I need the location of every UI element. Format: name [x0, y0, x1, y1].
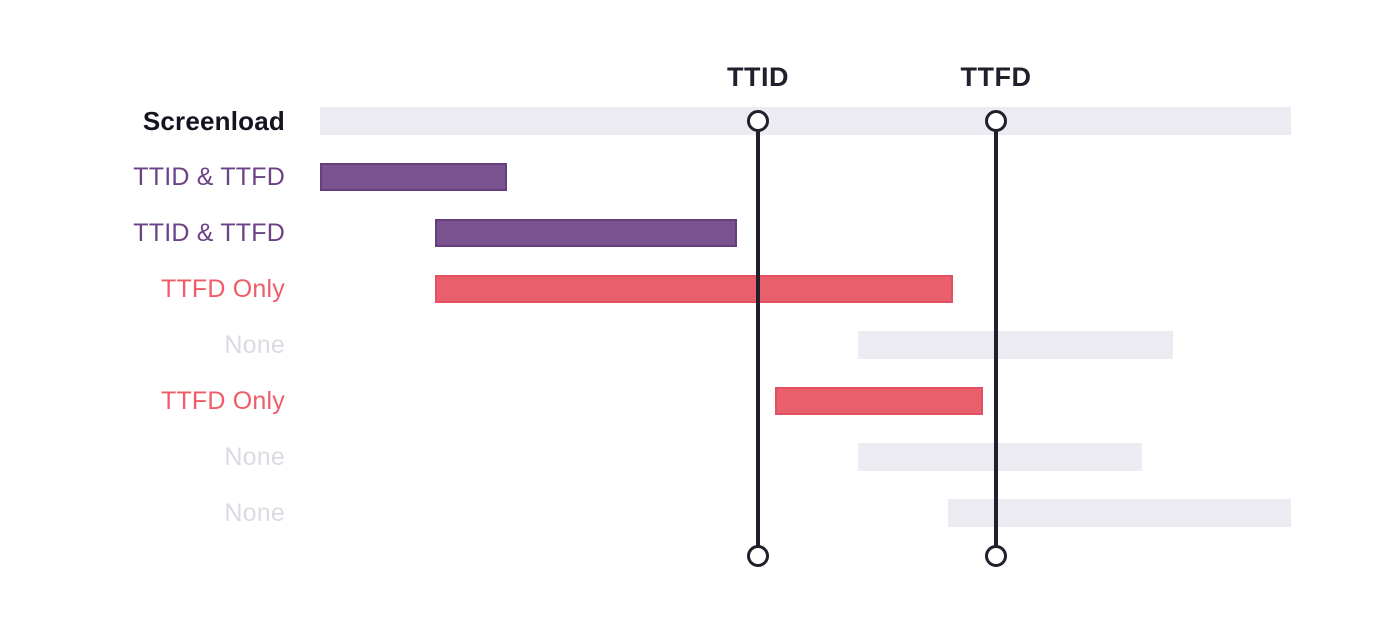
row-label-none: None: [224, 331, 285, 359]
timeline-bar-none: [858, 443, 1142, 471]
row-label-ttid_ttfd: TTID & TTFD: [133, 219, 285, 247]
marker-label-ttfd: TTFD: [960, 62, 1032, 92]
marker-circle-top-ttfd: [985, 110, 1007, 132]
marker-label-ttid: TTID: [727, 62, 789, 92]
marker-circle-bottom-ttid: [747, 545, 769, 567]
row-label-ttfd_only: TTFD Only: [160, 275, 285, 303]
row-label-none: None: [224, 499, 285, 527]
timeline-bar-none: [948, 499, 1291, 527]
row-label-ttid_ttfd: TTID & TTFD: [133, 163, 285, 191]
timeline-bar-ttfd_only: [775, 387, 983, 415]
marker-line-ttfd: [994, 121, 998, 556]
timeline-bar-none: [858, 331, 1173, 359]
row-label-none: None: [224, 443, 285, 471]
timeline-bar-ttid_ttfd: [320, 163, 507, 191]
marker-line-ttid: [756, 121, 760, 556]
row-label-screenload: Screenload: [142, 106, 285, 136]
timeline-bar-screenload: [320, 107, 1291, 135]
row-label-ttfd_only: TTFD Only: [160, 387, 285, 415]
marker-circle-top-ttid: [747, 110, 769, 132]
timeline-bar-ttid_ttfd: [435, 219, 737, 247]
marker-circle-bottom-ttfd: [985, 545, 1007, 567]
timeline-bar-ttfd_only: [435, 275, 953, 303]
